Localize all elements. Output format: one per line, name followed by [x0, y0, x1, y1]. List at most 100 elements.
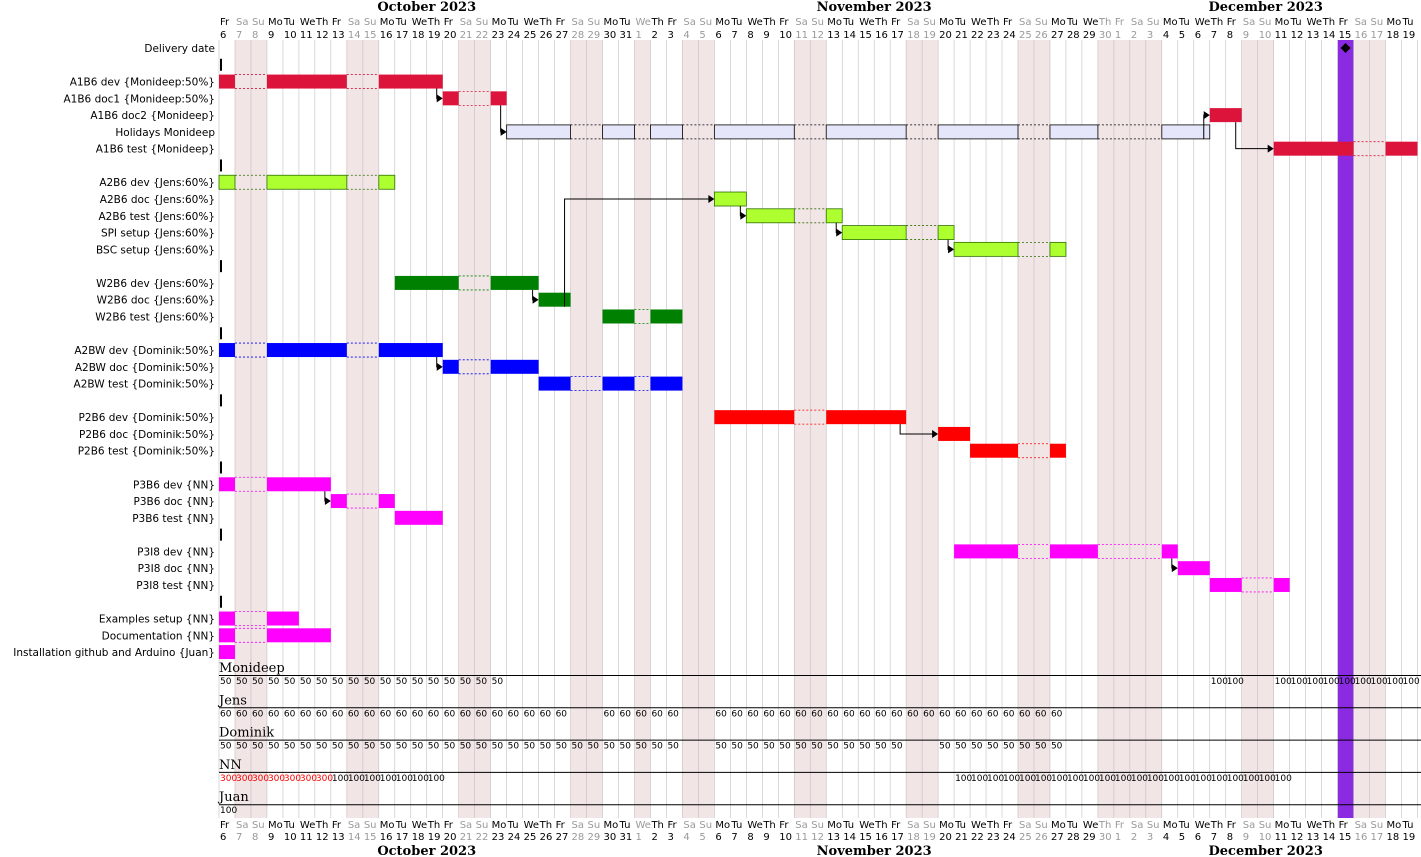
- resource-load-value: 60: [332, 709, 344, 719]
- weekday-label: Tu: [395, 820, 407, 831]
- task-label: Holidays Monideep: [115, 127, 215, 139]
- date-label: 15: [364, 832, 377, 843]
- weekday-label: Fr: [1003, 17, 1013, 28]
- weekday-label: Su: [588, 820, 601, 831]
- date-label: 7: [731, 30, 737, 41]
- task-bar: [1049, 544, 1098, 559]
- weekday-label: Su: [699, 820, 712, 831]
- weekday-label: Th: [539, 820, 552, 831]
- weekend-column: [234, 40, 251, 818]
- resource-name: NN: [219, 758, 242, 773]
- resource-load-value: 300: [316, 774, 333, 784]
- task-bar: [219, 343, 235, 358]
- date-label: 11: [300, 30, 313, 41]
- weekday-label: Fr: [779, 17, 789, 28]
- resource-load-value: 100: [428, 774, 445, 784]
- date-label: 6: [1195, 30, 1201, 41]
- weekday-label: We: [1195, 17, 1210, 28]
- date-label: 25: [1019, 832, 1032, 843]
- dependency-line: [564, 198, 710, 307]
- weekday-label: Sa: [795, 820, 807, 831]
- date-label: 29: [588, 832, 601, 843]
- group-separator: [220, 595, 222, 608]
- weekend-column: [634, 40, 651, 818]
- resource-load-value: 100: [1259, 774, 1276, 784]
- resource-load-value: 60: [955, 709, 967, 719]
- task-label: A1B6 test {Monideep}: [96, 144, 215, 156]
- resource-name: Monidеep: [219, 661, 285, 676]
- date-label: 13: [1307, 832, 1320, 843]
- date-label: 14: [1323, 832, 1336, 843]
- resource-load-value: 50: [396, 742, 408, 752]
- dependency-arrowhead: [532, 295, 539, 304]
- resource-load-value: 50: [604, 742, 616, 752]
- date-label: 22: [971, 832, 984, 843]
- resource-load-value: 50: [524, 742, 536, 752]
- weekday-label: Su: [252, 17, 265, 28]
- weekend-column: [810, 40, 827, 818]
- task-bar: [442, 359, 459, 374]
- resource-load-value: 300: [252, 774, 269, 784]
- resource-load-value: 300: [220, 774, 237, 784]
- weekday-label: Sa: [795, 17, 807, 28]
- weekday-label: Su: [476, 820, 489, 831]
- task-label: P3I8 doc {NN}: [138, 563, 215, 575]
- weekday-label: Th: [1210, 17, 1223, 28]
- date-label: 17: [891, 30, 904, 41]
- weekday-label: We: [747, 820, 762, 831]
- resource-load-value: 60: [715, 709, 727, 719]
- resource-load-value: 100: [364, 774, 381, 784]
- weekday-label: Fr: [444, 17, 454, 28]
- task-label: BSC setup {Jens:60%}: [96, 244, 215, 256]
- group-separator: [220, 159, 222, 172]
- group-separator: [220, 461, 222, 474]
- weekday-label: Su: [1259, 17, 1272, 28]
- resource-load-value: 60: [316, 709, 328, 719]
- date-label: 11: [795, 832, 808, 843]
- date-label: 24: [508, 832, 521, 843]
- month-label: November 2023: [817, 0, 932, 15]
- date-label: 18: [907, 30, 920, 41]
- date-label: 26: [1035, 30, 1048, 41]
- weekday-label: Tu: [730, 17, 742, 28]
- date-label: 17: [1371, 30, 1384, 41]
- weekday-label: Sa: [907, 820, 919, 831]
- weekday-label: Sa: [1019, 17, 1031, 28]
- resource-load-value: 50: [1003, 742, 1015, 752]
- date-label: 7: [1211, 30, 1217, 41]
- dependency-arrowhead: [436, 94, 443, 103]
- date-label: 6: [715, 30, 721, 41]
- task-rows: Delivery date A1B6 dev {Monideep:50%} A1B6…: [13, 43, 1418, 660]
- weekday-label: Fr: [891, 17, 901, 28]
- task-label: Delivery date: [144, 43, 215, 55]
- weekend-column: [586, 40, 603, 818]
- date-label: 27: [556, 832, 569, 843]
- task-bar: [394, 510, 443, 525]
- date-label: 16: [1355, 30, 1368, 41]
- task-bar: [490, 359, 539, 374]
- task-bar: [714, 410, 795, 425]
- task-bar: [825, 124, 907, 140]
- task-bar: [219, 628, 235, 643]
- resource-load-value: 60: [508, 709, 520, 719]
- resource-load-value: 50: [364, 742, 376, 752]
- weekday-label: We: [859, 820, 874, 831]
- task-label: A2BW test {Dominik:50%}: [74, 379, 215, 391]
- date-label: 8: [252, 30, 258, 41]
- weekday-label: We: [300, 17, 315, 28]
- date-label: 11: [1275, 30, 1288, 41]
- weekday-label: Th: [539, 17, 552, 28]
- date-label: 7: [1211, 832, 1217, 843]
- resource-load-value: 50: [364, 677, 376, 687]
- date-label: 2: [651, 30, 657, 41]
- weekday-label: Th: [427, 17, 440, 28]
- resource-load-value: 50: [731, 742, 743, 752]
- resource-load-value: 100: [1019, 774, 1036, 784]
- date-label: 15: [859, 832, 872, 843]
- weekday-label: Sa: [572, 820, 584, 831]
- weekday-label: Th: [874, 820, 887, 831]
- date-label: 8: [747, 832, 753, 843]
- weekday-label: Su: [811, 17, 824, 28]
- date-label: 4: [1163, 832, 1169, 843]
